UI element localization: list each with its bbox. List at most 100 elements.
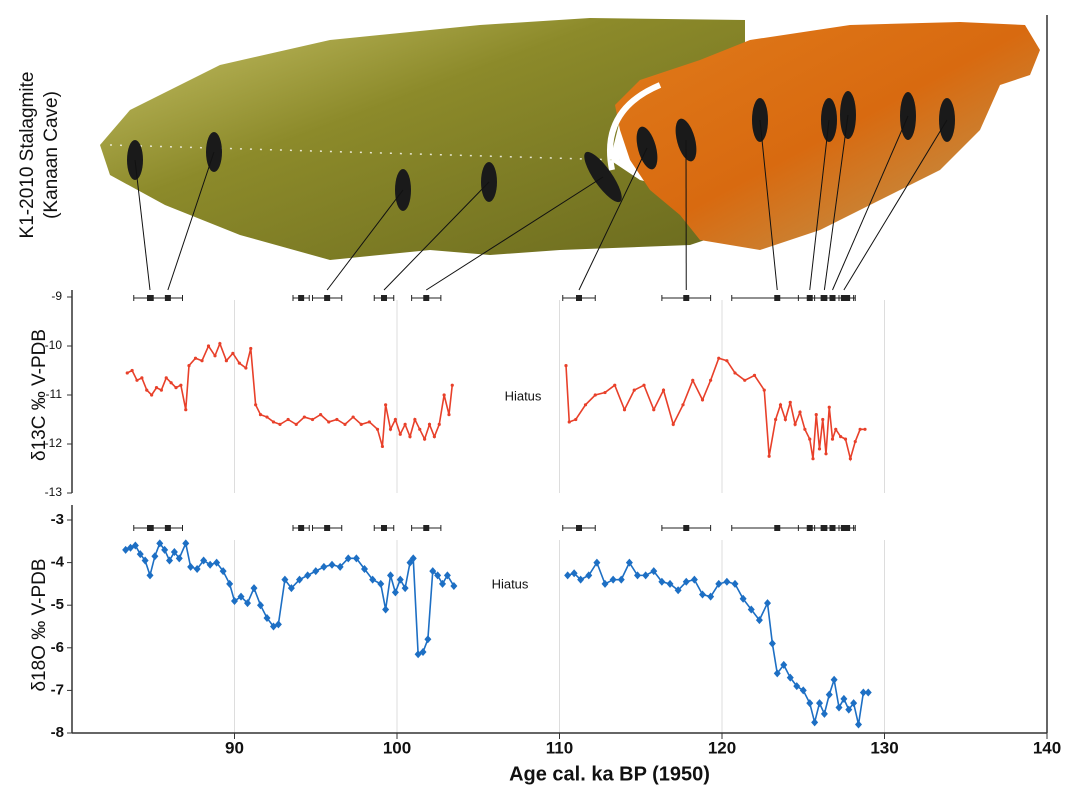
date-marker (829, 295, 836, 301)
data-point (609, 575, 617, 584)
data-point (845, 705, 853, 714)
data-point (328, 560, 336, 569)
data-point (423, 437, 427, 441)
data-point (811, 457, 815, 461)
data-point (593, 393, 597, 397)
data-point (375, 427, 380, 431)
date-marker (683, 295, 690, 301)
data-point (642, 383, 646, 387)
data-point (393, 417, 397, 422)
data-point (786, 673, 794, 682)
y-tick-label: -11 (46, 387, 63, 401)
data-point (302, 415, 306, 419)
data-point (632, 388, 636, 392)
data-point (768, 639, 776, 648)
data-point (811, 718, 819, 727)
data-point (154, 386, 159, 390)
data-point (141, 556, 149, 565)
data-point (731, 579, 739, 588)
data-point (864, 688, 872, 697)
data-point (583, 403, 588, 407)
data-point (564, 571, 572, 580)
data-point (135, 378, 139, 382)
data-point (814, 413, 818, 417)
data-point (821, 417, 825, 422)
data-point (156, 539, 164, 548)
data-point (853, 439, 857, 444)
date-connector (809, 119, 830, 291)
data-point (661, 388, 666, 392)
data-point (237, 361, 241, 365)
date-marker (576, 295, 582, 301)
date-marker (164, 295, 171, 301)
data-point (432, 435, 436, 439)
data-point (835, 703, 843, 712)
data-point (808, 437, 812, 441)
data-point (382, 605, 390, 614)
data-point (169, 381, 173, 385)
data-point (574, 417, 578, 422)
data-point (224, 359, 228, 363)
x-tick-label: 90 (225, 738, 244, 757)
data-line (125, 540, 869, 725)
data-point (825, 690, 833, 699)
date-connector (167, 151, 215, 291)
data-point (369, 575, 377, 584)
data-point (140, 376, 144, 380)
data-point (351, 415, 355, 419)
data-point (700, 398, 705, 402)
data-point (278, 422, 282, 426)
data-point (359, 422, 363, 426)
data-point (652, 408, 656, 412)
data-point (650, 567, 658, 576)
date-connector (832, 115, 909, 291)
data-point (447, 413, 451, 417)
date-marker (147, 525, 153, 531)
data-point (327, 420, 331, 424)
data-point (788, 400, 792, 404)
data-point (755, 616, 763, 625)
y-tick-label: -8 (51, 724, 64, 741)
date-marker (774, 295, 781, 301)
x-axis-label: Age cal. ka BP (1950) (509, 763, 710, 785)
data-point (361, 564, 368, 573)
data-point (839, 435, 843, 439)
data-point (439, 579, 446, 588)
data-point (131, 541, 139, 550)
data-point (193, 356, 198, 360)
data-point (388, 427, 393, 431)
y-tick-label: -7 (51, 681, 64, 698)
data-point (219, 567, 227, 576)
date-connector (759, 119, 778, 291)
data-point (817, 447, 822, 451)
data-point (384, 403, 388, 407)
y-tick-label: -5 (51, 596, 64, 613)
data-point (213, 558, 221, 567)
data-point (304, 571, 312, 580)
data-point (271, 420, 276, 424)
data-point (377, 579, 385, 588)
data-point (294, 422, 298, 426)
data-point (767, 454, 771, 458)
data-point (249, 346, 253, 351)
data-point (187, 562, 195, 571)
data-point (783, 417, 787, 422)
data-point (793, 682, 801, 691)
data-point (717, 356, 721, 360)
data-point (774, 417, 778, 422)
data-point (762, 388, 766, 392)
data-point (830, 437, 835, 441)
data-point (691, 378, 695, 382)
data-point (863, 427, 867, 431)
data-point (145, 388, 149, 392)
data-point (265, 415, 269, 419)
data-point (733, 371, 737, 375)
x-tick-label: 100 (383, 738, 411, 757)
data-point (715, 579, 723, 588)
data-point (442, 393, 446, 397)
date-marker (774, 525, 781, 531)
image-label: (Kanaan Cave) (41, 91, 62, 219)
data-point (226, 579, 234, 588)
date-connector (383, 181, 490, 291)
data-point (570, 569, 578, 578)
